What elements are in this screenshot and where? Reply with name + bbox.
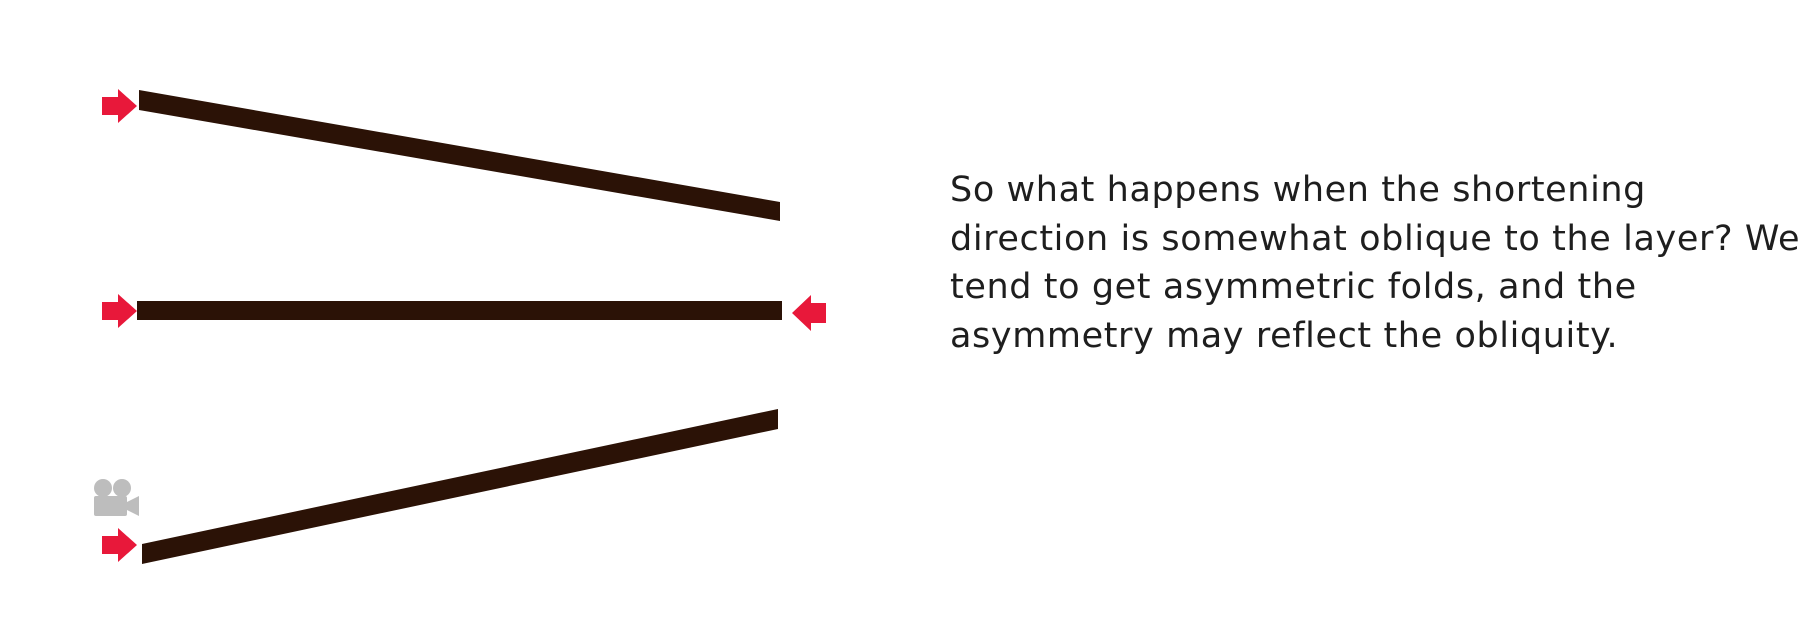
layer-tilted-up (142, 409, 778, 564)
shortening-arrow-bottom-left (102, 528, 137, 562)
shortening-arrow-middle-left (102, 294, 137, 328)
fold-obliquity-diagram (94, 89, 826, 564)
caption-text: So what happens when the shortening dire… (950, 170, 1801, 356)
shortening-arrow-top-left (102, 89, 137, 123)
layer-horizontal (137, 301, 782, 320)
movie-camera-icon[interactable] (94, 479, 139, 516)
shortening-arrow-middle-right (792, 295, 826, 331)
layer-tilted-down (139, 90, 780, 221)
